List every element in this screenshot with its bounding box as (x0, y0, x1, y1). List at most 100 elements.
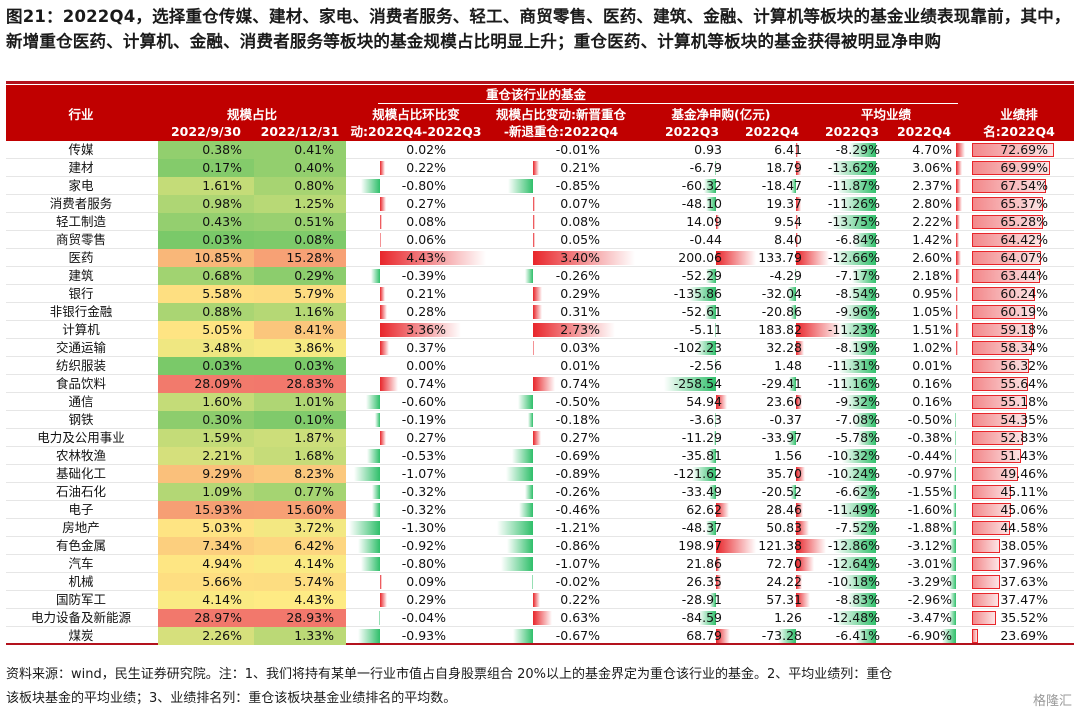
group-underline (378, 103, 958, 104)
rank-bar (972, 143, 1055, 157)
value-bar (380, 287, 386, 301)
rank-label: 72.69% (1000, 142, 1048, 157)
value-label: 0.07% (560, 196, 600, 211)
value-bar (834, 611, 876, 625)
table-row: 通信 1.60% 1.01% -0.60% -0.50% 54.94 23.60 -9.32%… (6, 393, 1074, 411)
value-bar (950, 593, 956, 607)
value-label: 0.03% (560, 340, 600, 355)
value-label: 1.26 (774, 610, 802, 625)
value-bar (949, 557, 956, 571)
rank-bar (972, 323, 1034, 337)
rank-label: 56.32% (1000, 358, 1048, 373)
scale-share-cell: 3.48% (158, 339, 254, 357)
scale-share-cell: 1.25% (254, 195, 346, 213)
value-bar (716, 251, 756, 265)
value-bar (842, 467, 876, 481)
value-bar (380, 251, 487, 265)
rank-bar (972, 179, 1047, 193)
value-label: -0.44% (907, 448, 952, 463)
value-bar (791, 179, 796, 193)
value-label: 1.56 (774, 448, 802, 463)
value-bar (952, 503, 956, 517)
industry-cell: 农林牧渔 (55, 448, 106, 463)
industry-cell: 钢铁 (68, 412, 94, 427)
value-label: -0.39% (401, 268, 446, 283)
value-label: -0.19% (401, 412, 446, 427)
table-row: 非银行金融 0.88% 1.16% 0.28% 0.31% -52.61 -20.86 -9.… (6, 303, 1074, 321)
value-label: 6.41 (774, 142, 802, 157)
value-bar (380, 593, 387, 607)
value-bar (796, 233, 799, 247)
industry-cell: 传媒 (68, 142, 94, 157)
header-newdel-1: 规模占比变动:新晋重仓 (496, 107, 626, 122)
value-label: -48.10 (681, 196, 722, 211)
value-label: -8.54% (835, 286, 880, 301)
rank-label: 64.42% (1000, 232, 1048, 247)
value-label: -12.64% (827, 556, 880, 571)
value-label: -0.92% (401, 538, 446, 553)
table-row: 有色金属 7.34% 6.42% -0.92% -0.86% 198.97 121.38 -1… (6, 537, 1074, 555)
value-bar (533, 377, 556, 391)
value-label: 2.18% (912, 268, 952, 283)
value-label: 0.05% (560, 232, 600, 247)
table-row: 医药 10.85% 15.28% 4.43% 3.40% 200.06 133.79 -12.… (6, 249, 1074, 267)
value-bar (379, 611, 380, 625)
scale-share-cell: 3.72% (254, 519, 346, 537)
value-bar (853, 233, 876, 247)
value-label: -60.32 (681, 178, 722, 193)
scale-share-cell: 4.94% (158, 555, 254, 573)
value-label: -10.18% (827, 574, 880, 589)
scale-share-cell: 0.43% (158, 213, 254, 231)
value-label: 0.29% (560, 286, 600, 301)
value-label: 54.94 (686, 394, 722, 409)
value-label: -35.81 (681, 448, 722, 463)
table-row: 电力设备及新能源 28.97% 28.93% -0.04% 0.63% -84.59 1.2… (6, 609, 1074, 627)
scale-share-cell: 0.41% (254, 141, 346, 159)
value-bar (357, 629, 380, 643)
value-label: 32.28 (766, 340, 802, 355)
scale-share-cell: 10.85% (158, 249, 254, 267)
scale-share-cell: 0.30% (158, 411, 254, 429)
group-title: 重仓该行业的基金 (485, 87, 586, 102)
rank-label: 65.37% (1000, 196, 1048, 211)
scale-share-cell: 5.05% (158, 321, 254, 339)
scale-share-cell: 6.42% (254, 537, 346, 555)
value-label: -0.60% (401, 394, 446, 409)
value-bar (787, 287, 796, 301)
value-bar (796, 161, 801, 175)
value-bar (714, 161, 716, 175)
value-bar (500, 557, 533, 571)
value-bar (360, 179, 380, 193)
rank-bar (972, 359, 1029, 373)
scale-share-cell: 15.28% (254, 249, 346, 267)
value-label: 2.37% (912, 178, 952, 193)
value-label: 0.16% (912, 394, 952, 409)
value-label: 0.09% (406, 574, 446, 589)
value-bar (949, 611, 956, 625)
value-bar (955, 449, 956, 463)
value-label: -2.96% (907, 592, 952, 607)
rank-bar (972, 395, 1027, 409)
industry-cell: 电力设备及新能源 (30, 610, 131, 625)
rank-label: 51.43% (1000, 448, 1048, 463)
value-label: 2.80% (912, 196, 952, 211)
rank-bar (972, 575, 1000, 589)
industry-cell: 建材 (68, 160, 94, 175)
value-label: -3.47% (907, 610, 952, 625)
scale-share-cell: 0.08% (254, 231, 346, 249)
industry-cell: 房地产 (62, 520, 100, 535)
value-bar (716, 629, 730, 643)
industry-cell: 交通运输 (55, 340, 106, 355)
value-bar (796, 251, 830, 265)
header-flow: 基金净申购(亿元) (671, 107, 771, 122)
value-label: -0.80% (401, 556, 446, 571)
value-bar (831, 161, 876, 175)
value-bar (533, 611, 552, 625)
value-bar (942, 629, 956, 643)
value-label: 8.40 (774, 232, 802, 247)
value-bar (518, 395, 533, 409)
value-label: 0.27% (560, 430, 600, 445)
value-label: 28.46 (766, 502, 802, 517)
value-label: -7.17% (835, 268, 880, 283)
industry-cell: 食品饮料 (55, 376, 106, 391)
